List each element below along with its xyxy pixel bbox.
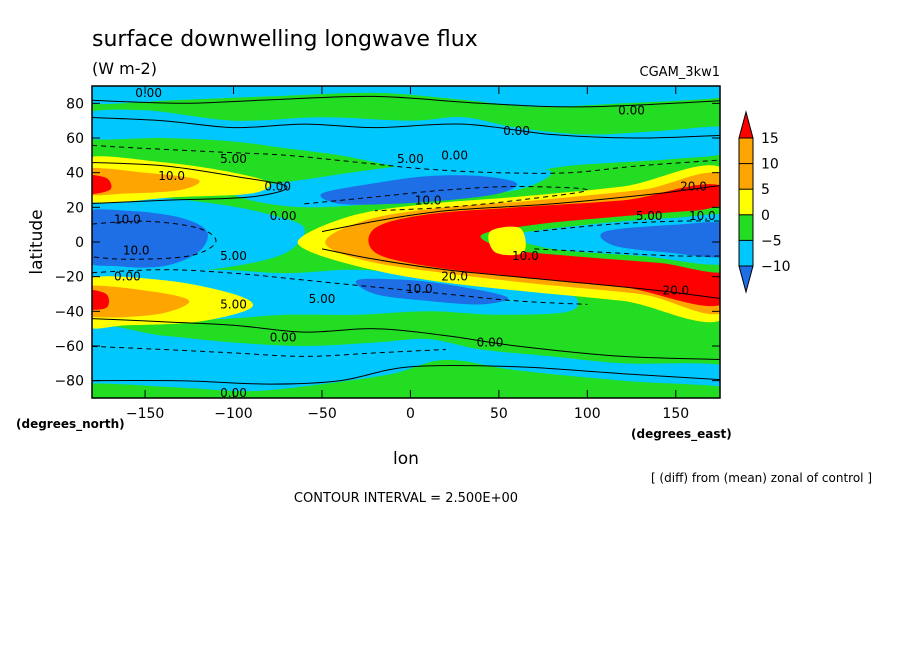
contour-label: 0.00	[270, 330, 297, 344]
y-tick-label: 60	[66, 131, 84, 147]
contour-line-west-eq	[92, 220, 217, 260]
contour-label: 0.00	[618, 103, 645, 117]
y-tick-label: 40	[66, 166, 84, 182]
y-tick-label: −60	[54, 339, 84, 355]
contour-label: 10.0	[114, 213, 141, 227]
contour-line-north-3	[92, 162, 288, 205]
contour-label: 10.0	[123, 244, 150, 258]
contour-label: 5.00	[220, 249, 247, 263]
contour-line-north-1	[92, 117, 720, 139]
y-tick-label: 80	[66, 96, 84, 112]
contour-label: 5.00	[309, 292, 336, 306]
dataset-label: CGAM_3kw1	[640, 65, 720, 80]
colorbar-segment	[739, 163, 753, 190]
contour-label: 20.0	[662, 284, 689, 298]
contour-line-east-eq	[534, 220, 720, 233]
contour-interval-label: CONTOUR INTERVAL = 2.500E+00	[294, 491, 518, 506]
contour-label: 10.0	[512, 249, 539, 263]
colorbar-label: −10	[761, 259, 791, 275]
northern-midlat-negative-region	[92, 109, 720, 174]
west-equatorial-deep-negative	[92, 209, 208, 268]
colorbar-label: 15	[761, 131, 779, 147]
colorbar-label: 10	[761, 157, 779, 173]
contour-line-equator-n	[321, 184, 720, 233]
contour-label: 0.00	[503, 124, 530, 138]
colorbar: −10 −5 0 5 10 15	[738, 110, 791, 294]
y-tick-label: 20	[66, 200, 84, 216]
contour-line-south-4	[92, 364, 720, 385]
contour-label: 0.00	[441, 148, 468, 162]
contour-label: 0.00	[264, 180, 291, 194]
contour-line-south-3	[92, 345, 446, 357]
colorbar-segment	[739, 214, 753, 241]
contour-label: 20.0	[441, 270, 468, 284]
contour-label: 10.0	[689, 209, 716, 223]
south-polar-neutral-region	[92, 359, 720, 398]
x-tick-label: −100	[214, 406, 252, 422]
x-tick-label: −50	[307, 406, 337, 422]
x-tick-label: −150	[126, 406, 164, 422]
contour-line-equator-s	[321, 248, 720, 300]
contour-label: 5.00	[636, 209, 663, 223]
units-label: (W m-2)	[92, 59, 157, 78]
contour-label: 10.0	[158, 169, 185, 183]
colorbar-label: −5	[761, 233, 782, 249]
south-warm-tongue-orange	[92, 285, 190, 318]
colorbar-segment	[739, 240, 753, 266]
equatorial-core-deep-negative	[600, 222, 720, 258]
contour-label: 0.00	[114, 270, 141, 284]
contour-label: 20.0	[680, 180, 707, 194]
contour-line-north-2	[92, 144, 720, 174]
contour-line-south-2	[92, 318, 720, 360]
x-tick-label: 50	[490, 406, 508, 422]
north-warm-tongue-red	[92, 174, 112, 195]
y-tick-label: 0	[75, 235, 84, 251]
x-axis: −150 −100 −50 0 50 100 150	[126, 86, 689, 422]
contour-label: 10.0	[415, 193, 442, 207]
colorbar-label: 0	[761, 208, 770, 224]
south-subtropic-deep-negative	[355, 278, 509, 305]
y-tick-label: −40	[54, 304, 84, 320]
contour-label: 5.00	[220, 152, 247, 166]
colorbar-under-triangle	[738, 265, 754, 294]
contour-label: 5.00	[397, 152, 424, 166]
contour-label: 10.0	[406, 282, 433, 296]
contour-label: 0.00	[270, 209, 297, 223]
y-axis: −80 −60 −40 −20 0 20 40 60 80	[54, 96, 720, 390]
north-warm-tongue-orange	[92, 168, 200, 196]
x-tick-label: 0	[406, 406, 415, 422]
south-warm-tongue-red	[92, 289, 110, 310]
contour-label: 0.00	[477, 336, 504, 350]
north-polar-negative-region	[92, 86, 720, 107]
contour-label: 0.00	[135, 86, 162, 100]
contour-label: 5.00	[220, 297, 247, 311]
y-tick-label: −80	[54, 374, 84, 390]
x-tick-label: 150	[662, 406, 689, 422]
contour-lines	[92, 95, 720, 385]
x-axis-title: lon	[393, 449, 419, 469]
contour-line-north-polar	[92, 95, 720, 108]
y-axis-title: latitude	[27, 209, 47, 274]
colorbar-segment	[739, 189, 753, 215]
chart-title: surface downwelling longwave flux	[92, 27, 478, 52]
x-units-label: (degrees_east)	[631, 427, 732, 442]
x-tick-label: 100	[574, 406, 601, 422]
y-units-label: (degrees_north)	[16, 417, 125, 432]
contour-field	[92, 86, 720, 398]
colorbar-label: 5	[761, 182, 770, 198]
contour-labels: 0.00 0.00 0.00 0.00 5.00 5.00 10.0 0.00 10.0 20.0…	[114, 86, 716, 398]
contour-line-east-eq-s	[534, 248, 720, 257]
y-tick-label: −20	[54, 270, 84, 286]
equatorial-inner-yellow-strip	[488, 226, 526, 256]
colorbar-over-triangle	[738, 110, 754, 139]
footer-note: [ (diff) from (mean) zonal of control ]	[651, 471, 872, 485]
colorbar-segment	[739, 138, 753, 164]
